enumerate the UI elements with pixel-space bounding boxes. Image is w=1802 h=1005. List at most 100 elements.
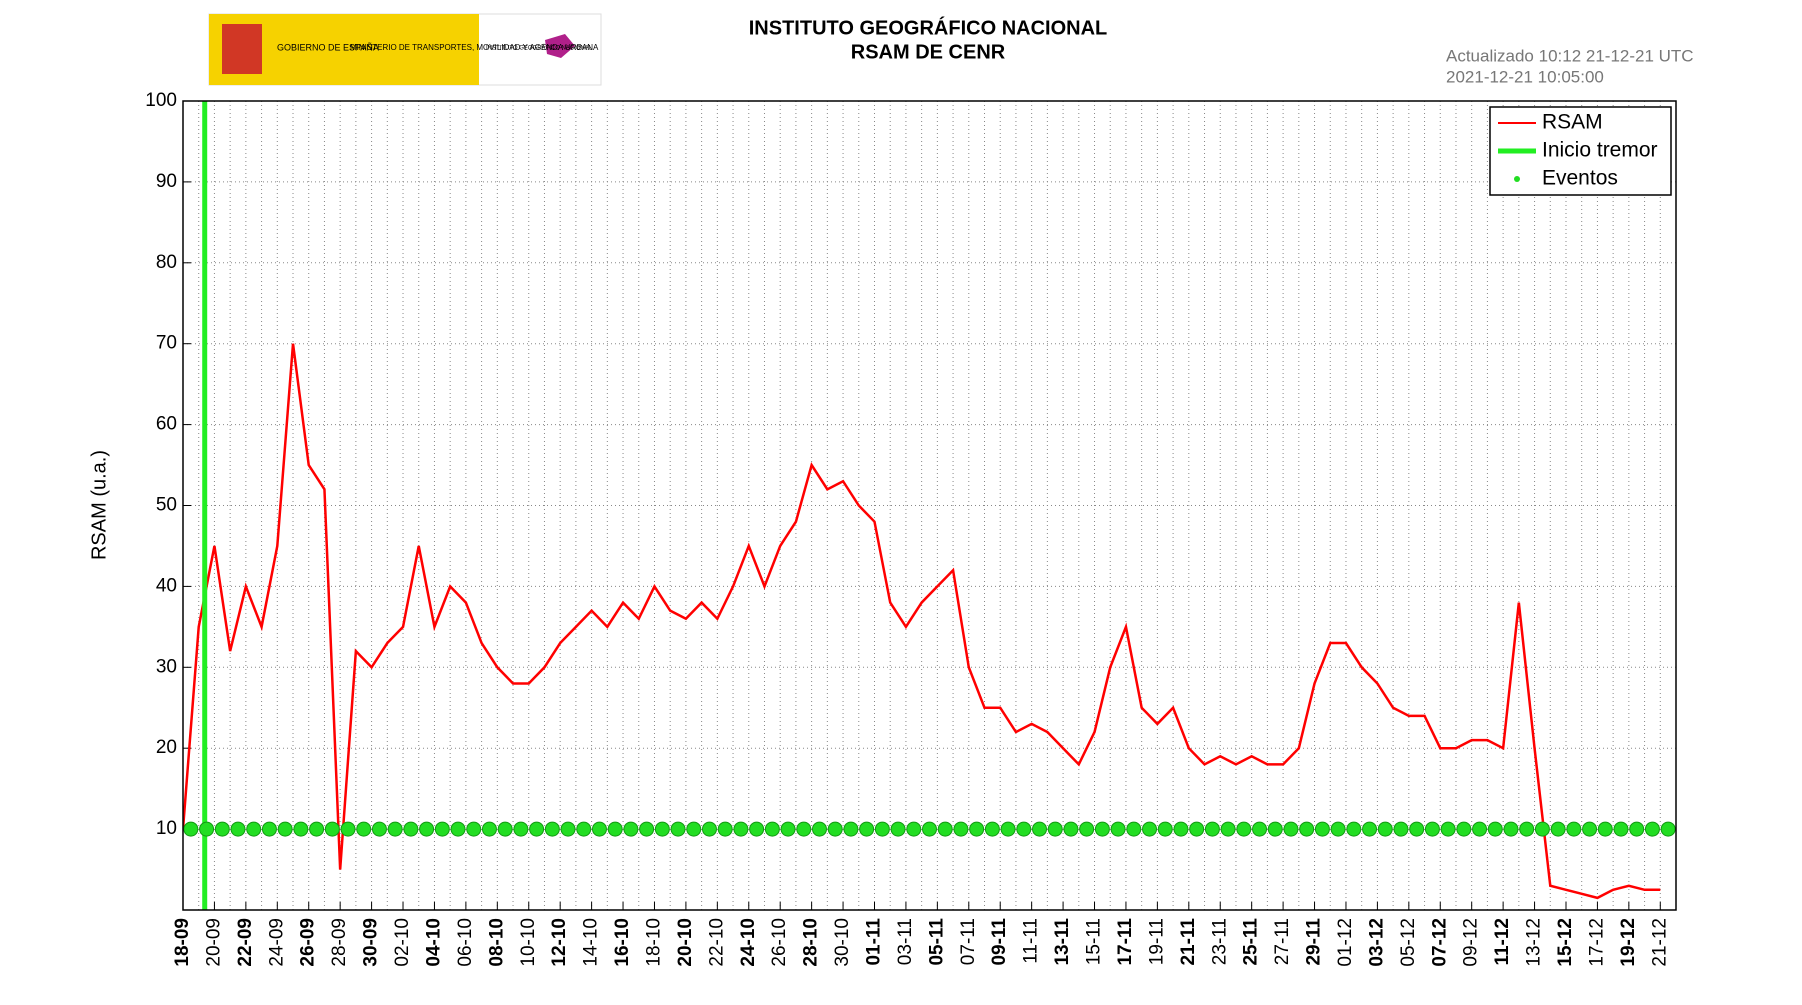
event-marker — [1032, 821, 1048, 837]
x-tick-label: 22-10 — [706, 918, 727, 967]
event-marker — [183, 821, 199, 837]
event-marker — [1362, 821, 1378, 837]
event-marker — [1047, 821, 1063, 837]
x-tick-label: 19-12 — [1618, 918, 1639, 967]
event-marker — [922, 821, 937, 837]
event-marker — [1236, 821, 1252, 837]
x-tick-label: 28-10 — [801, 918, 822, 967]
event-marker — [639, 821, 655, 837]
event-marker — [1252, 821, 1268, 837]
event-marker — [984, 821, 1000, 837]
logo: GOBIERNO DE ESPAÑA MINISTERIO DE TRANSPO… — [208, 13, 602, 86]
x-tick-label: 15-12 — [1555, 918, 1576, 967]
logo-gov: GOBIERNO DE ESPAÑA — [277, 42, 379, 52]
event-marker — [1346, 821, 1362, 837]
x-tick-label: 12-10 — [549, 918, 570, 967]
x-tick-label: 01-12 — [1335, 918, 1356, 967]
event-marker — [1597, 821, 1613, 837]
x-tick-label: 30-10 — [832, 918, 853, 967]
y-tick-label: 40 — [156, 575, 177, 596]
event-marker — [717, 821, 733, 837]
legend-label: Inicio tremor — [1542, 139, 1658, 162]
event-marker — [576, 821, 592, 837]
y-tick-label: 30 — [156, 656, 177, 677]
event-marker — [529, 821, 545, 837]
event-marker — [293, 821, 309, 837]
event-marker — [1393, 821, 1409, 837]
event-marker — [1456, 821, 1472, 837]
event-marker — [1314, 821, 1330, 837]
x-tick-label: 19-11 — [1146, 918, 1167, 965]
y-tick-label: 100 — [145, 90, 177, 111]
rsam-line — [183, 343, 1661, 900]
event-marker — [654, 821, 670, 837]
event-marker — [450, 821, 466, 837]
x-tick-label: 25-11 — [1241, 918, 1262, 966]
event-marker — [261, 821, 277, 837]
event-marker — [937, 821, 953, 837]
x-tick-label: 26-10 — [769, 918, 790, 967]
x-tick-label: 20-09 — [203, 918, 224, 967]
event-marker — [1204, 821, 1220, 837]
x-tick-label: 21-11 — [1178, 918, 1199, 966]
event-marker — [1472, 821, 1488, 837]
event-marker — [481, 821, 497, 837]
event-marker — [356, 821, 372, 837]
event-marker — [230, 821, 246, 837]
x-tick-label: 17-12 — [1586, 918, 1607, 967]
x-tick-label: 07-12 — [1429, 918, 1450, 967]
y-tick-label: 60 — [156, 414, 177, 435]
event-marker — [1063, 821, 1079, 837]
x-tick-label: 09-12 — [1461, 918, 1482, 967]
event-marker — [277, 821, 293, 837]
event-marker — [199, 821, 215, 837]
x-tick-label: 13-12 — [1524, 918, 1545, 967]
event-marker — [953, 821, 969, 837]
x-tick-label: 18-09 — [172, 918, 193, 967]
x-tick-label: 11-12 — [1492, 918, 1513, 966]
event-marker — [1157, 821, 1173, 837]
x-tick-label: 21-12 — [1649, 918, 1670, 967]
event-marker — [1409, 821, 1425, 837]
event-marker — [214, 821, 230, 837]
event-marker — [387, 821, 403, 837]
event-marker — [1110, 821, 1126, 837]
event-marker — [1126, 821, 1142, 837]
event-marker — [1283, 821, 1299, 837]
event-marker — [1094, 821, 1110, 837]
event-marker — [1660, 821, 1676, 837]
event-marker — [1503, 821, 1519, 837]
event-marker — [701, 821, 717, 837]
event-marker — [1173, 821, 1189, 837]
y-tick-label: 10 — [156, 818, 177, 839]
x-tick-label: 26-09 — [298, 918, 319, 967]
x-tick-label: 23-11 — [1209, 918, 1230, 965]
x-tick-label: 07-11 — [958, 918, 979, 965]
x-tick-label: 02-10 — [392, 918, 413, 967]
event-marker — [1487, 821, 1503, 837]
event-marker — [1629, 821, 1645, 837]
event-marker — [906, 821, 922, 837]
x-tick-label: 16-10 — [612, 918, 633, 967]
x-tick-label: 06-10 — [455, 918, 476, 967]
event-marker — [827, 821, 843, 837]
chart-title: INSTITUTO GEOGRÁFICO NACIONAL — [749, 16, 1108, 39]
event-marker — [309, 821, 325, 837]
event-marker — [1550, 821, 1566, 837]
event-marker — [1000, 821, 1016, 837]
event-marker — [403, 821, 419, 837]
event-marker — [1267, 821, 1283, 837]
event-marker — [733, 821, 749, 837]
x-tick-label: 10-10 — [518, 918, 539, 967]
y-tick-label: 80 — [156, 252, 177, 273]
x-tick-label: 24-10 — [738, 918, 759, 967]
event-marker — [466, 821, 482, 837]
x-tick-label: 13-11 — [1052, 918, 1073, 966]
x-tick-label: 18-10 — [643, 918, 664, 967]
event-marker — [324, 821, 340, 837]
event-marker — [670, 821, 686, 837]
event-marker — [371, 821, 387, 837]
event-marker — [796, 821, 812, 837]
event-marker — [780, 821, 796, 837]
